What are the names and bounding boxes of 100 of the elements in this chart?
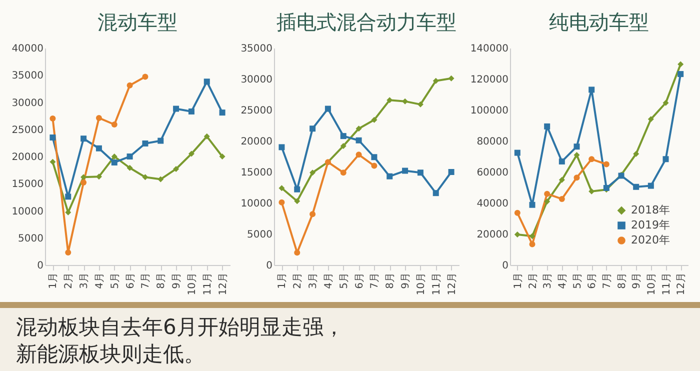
point — [294, 198, 300, 204]
point — [529, 233, 536, 240]
point — [310, 211, 316, 218]
point — [173, 166, 180, 172]
x-tick-label: 3月 — [79, 272, 90, 289]
point — [448, 75, 454, 82]
point — [678, 61, 684, 68]
point — [142, 140, 148, 146]
point — [188, 108, 194, 114]
x-tick-label: 4月 — [557, 272, 568, 289]
point — [514, 150, 520, 156]
x-tick-label: 11月 — [202, 272, 214, 296]
point — [158, 176, 164, 182]
y-tick-label: 40000 — [476, 198, 508, 210]
point — [448, 169, 454, 175]
point — [574, 174, 580, 181]
y-tick-label: 140000 — [470, 44, 508, 54]
legend-label: 2020年 — [631, 234, 670, 246]
x-tick-label: 9月 — [632, 272, 643, 289]
x-tick-label: 5月 — [572, 272, 584, 289]
y-tick-label: 15000 — [12, 179, 44, 190]
point — [173, 106, 180, 112]
point — [111, 159, 118, 166]
y-tick-label: 5000 — [247, 230, 272, 240]
point — [324, 106, 331, 112]
text: 混动板块自去年6月开始明显走强， — [16, 314, 346, 341]
y-tick-label: 40000 — [12, 44, 44, 54]
point — [126, 154, 133, 160]
point — [544, 198, 550, 204]
point — [371, 154, 378, 160]
point — [204, 133, 210, 140]
x-tick-label: 2月 — [64, 272, 75, 289]
point — [558, 196, 565, 202]
point — [310, 170, 316, 176]
point — [648, 116, 654, 122]
chart-title: 插电式混合动力车型 — [276, 10, 456, 34]
x-tick-label: 12月 — [676, 272, 688, 296]
legend-label: 2018年 — [631, 204, 670, 216]
point — [80, 136, 87, 142]
x-tick-label: 10月 — [646, 272, 658, 296]
point — [356, 152, 362, 158]
point — [111, 154, 118, 160]
point — [662, 100, 669, 106]
point — [633, 150, 640, 157]
point — [432, 78, 439, 84]
point — [310, 126, 316, 132]
legend-label: 2019年 — [631, 218, 670, 232]
x-tick-label: 9月 — [172, 272, 183, 289]
point — [603, 161, 610, 168]
point — [386, 173, 393, 180]
point — [371, 162, 378, 169]
point — [142, 74, 148, 80]
point — [356, 137, 362, 144]
x-tick-label: 8月 — [156, 272, 168, 289]
point — [80, 180, 87, 186]
y-tick-label: 0 — [266, 260, 272, 272]
point — [417, 101, 424, 108]
point — [96, 114, 102, 121]
point — [204, 78, 210, 85]
x-tick-label: 2月 — [292, 272, 304, 289]
point — [544, 190, 550, 197]
point — [371, 116, 378, 123]
y-tick-label: 80000 — [476, 136, 508, 148]
point — [432, 190, 439, 196]
y-tick-label: 5000 — [18, 233, 44, 244]
point — [65, 250, 72, 256]
x-tick-label: 3月 — [542, 272, 554, 289]
x-tick-label: 10月 — [416, 272, 427, 296]
point — [50, 134, 56, 141]
point — [633, 184, 640, 190]
point — [544, 123, 550, 130]
x-tick-label: 7月 — [602, 272, 613, 289]
point — [356, 126, 362, 132]
point — [158, 138, 164, 144]
point — [219, 110, 226, 116]
point — [219, 154, 226, 160]
y-tick-label: 100000 — [470, 106, 508, 116]
x-tick-label: 1月 — [48, 272, 60, 289]
x-tick-label: 7月 — [140, 272, 152, 289]
point — [50, 158, 56, 165]
x-tick-label: 1月 — [277, 272, 288, 289]
point — [126, 164, 133, 171]
point — [111, 122, 118, 128]
x-tick-label: 11月 — [661, 272, 672, 296]
point — [417, 170, 424, 176]
y-tick-label: 30000 — [240, 74, 272, 86]
x-tick-label: 12月 — [446, 272, 458, 296]
chart-title: 纯电动车型 — [549, 10, 649, 34]
x-tick-label: 4月 — [94, 272, 106, 289]
point — [402, 98, 408, 104]
point — [588, 156, 595, 162]
point — [278, 144, 285, 150]
point — [126, 82, 133, 88]
x-tick-label: 11月 — [431, 272, 442, 296]
point — [402, 168, 408, 174]
x-tick-label: 1月 — [512, 272, 524, 289]
x-tick-label: 2月 — [528, 272, 539, 289]
point — [96, 145, 102, 152]
point — [340, 142, 346, 149]
y-tick-label: 35000 — [240, 44, 272, 54]
